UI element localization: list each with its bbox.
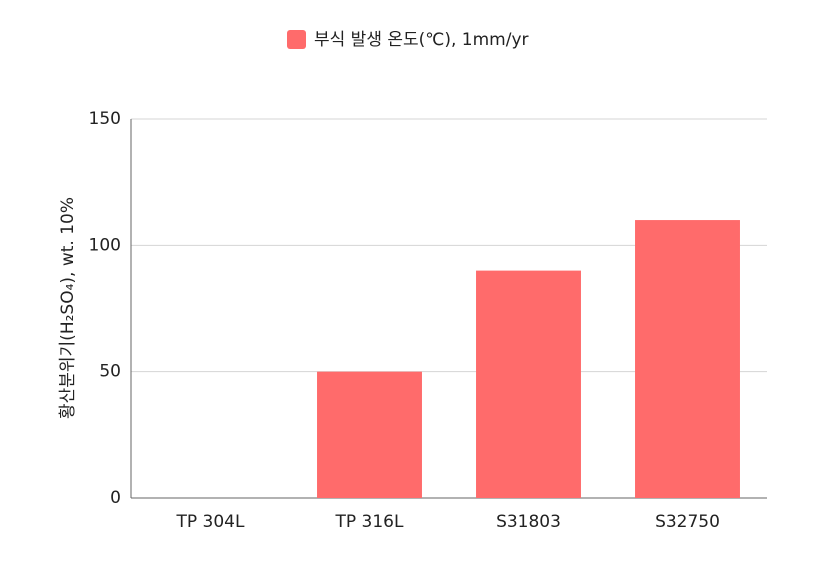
bar (476, 270, 581, 498)
y-axis-label: 황산분위기(H₂SO₄), wt. 10% (58, 197, 78, 419)
x-tick-label: TP 304L (176, 512, 245, 532)
y-tick-label: 0 (110, 488, 121, 508)
legend-label: 부식 발생 온도(℃), 1mm/yr (314, 30, 529, 50)
bar (317, 371, 422, 498)
y-tick-label: 50 (99, 362, 121, 382)
bar (635, 220, 740, 499)
y-tick-label: 100 (89, 235, 121, 255)
x-tick-label: TP 316L (335, 512, 404, 532)
y-tick-label: 150 (89, 109, 121, 129)
legend-swatch (287, 30, 306, 49)
x-tick-label: S32750 (655, 512, 720, 532)
x-tick-label: S31803 (496, 512, 561, 532)
